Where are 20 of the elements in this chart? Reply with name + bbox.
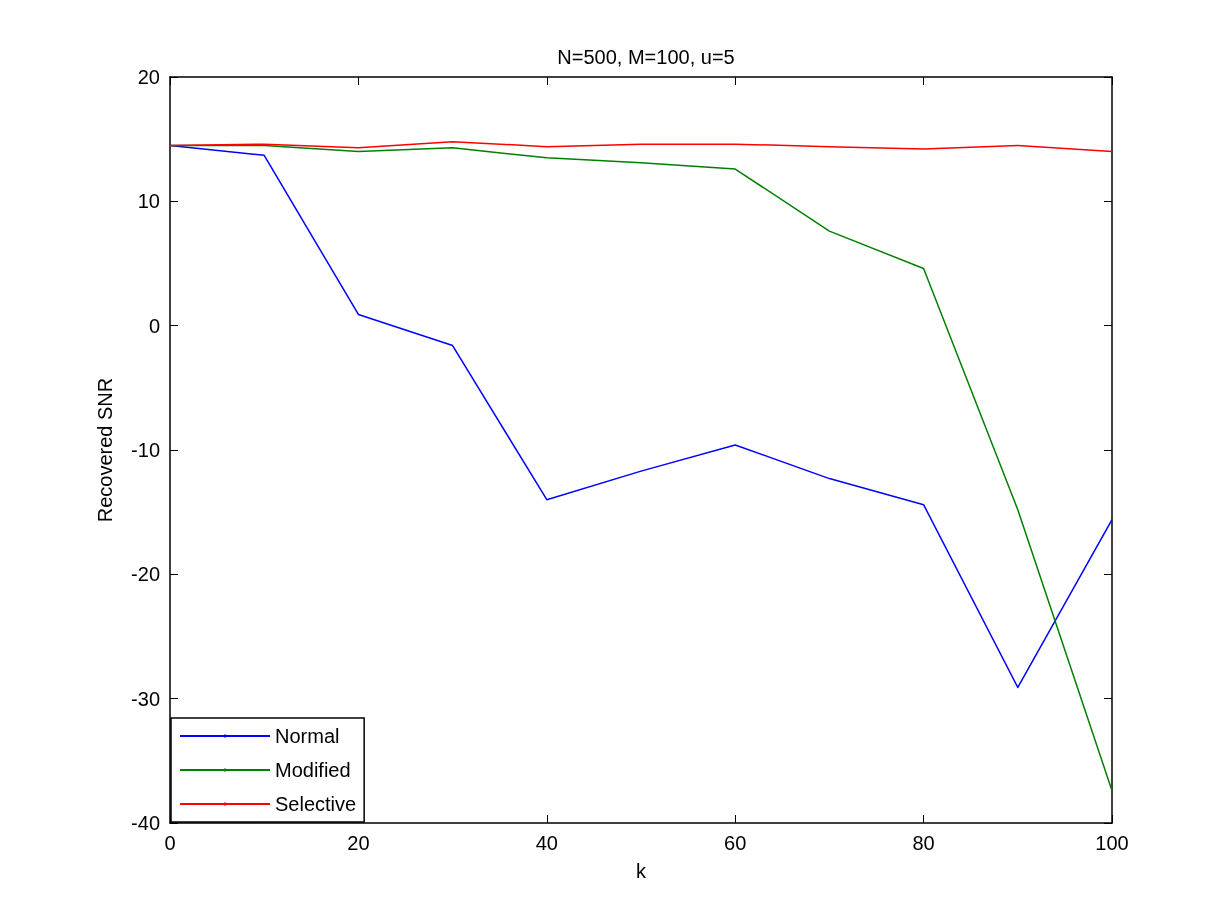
y-tick-label: 10 bbox=[137, 190, 160, 213]
y-tick-label: 0 bbox=[148, 314, 160, 337]
x-axis-title: k bbox=[636, 860, 647, 882]
legend-label: Selective bbox=[275, 793, 357, 815]
y-tick-label: 20 bbox=[137, 66, 160, 88]
x-tick-label: 100 bbox=[1095, 832, 1129, 854]
y-tick-label: -30 bbox=[131, 687, 160, 710]
y-tick-label: -20 bbox=[131, 563, 160, 586]
legend-label: Modified bbox=[275, 759, 351, 781]
legend-label: Normal bbox=[275, 725, 340, 747]
x-tick-label: 40 bbox=[535, 832, 558, 854]
x-tick-label: 20 bbox=[347, 832, 370, 854]
y-tick-label: -40 bbox=[131, 812, 160, 834]
x-tick-label: 60 bbox=[724, 832, 747, 854]
chart-title: N=500, M=100, u=5 bbox=[557, 46, 735, 68]
x-tick-label: 0 bbox=[164, 832, 176, 854]
y-axis-title: Recovered SNR bbox=[94, 377, 116, 523]
line-series bbox=[169, 140, 1113, 153]
x-tick-label: 80 bbox=[912, 832, 935, 854]
y-tick-label: -10 bbox=[131, 439, 160, 461]
